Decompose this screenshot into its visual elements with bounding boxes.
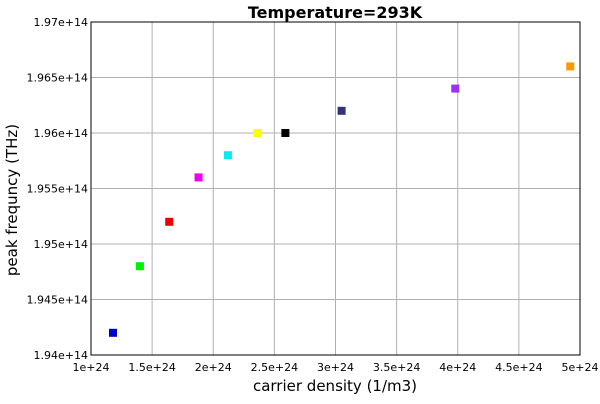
- x-tick-label: 5e+24: [562, 361, 599, 374]
- chart-title: Temperature=293K: [248, 3, 423, 22]
- y-tick-label: 1.94e+14: [34, 349, 88, 362]
- data-point: [451, 84, 460, 93]
- x-tick-label: 1.5e+24: [128, 361, 175, 374]
- x-tick-label: 3.5e+24: [373, 361, 420, 374]
- x-tick-label: 2.5e+24: [251, 361, 298, 374]
- x-axis-label: carrier density (1/m3): [253, 377, 417, 395]
- y-axis-label: peak frequncy (THz): [3, 124, 21, 276]
- x-tick-label: 4e+24: [439, 361, 476, 374]
- y-tick-label: 1.965e+14: [27, 72, 88, 85]
- data-point: [109, 328, 118, 337]
- data-point: [253, 129, 262, 137]
- data-point: [337, 106, 346, 115]
- data-point: [194, 173, 203, 182]
- data-point: [281, 129, 290, 137]
- x-tick-label: 2e+24: [195, 361, 232, 374]
- data-point: [566, 62, 575, 71]
- grid: [90, 21, 581, 356]
- x-tick-label: 1e+24: [73, 361, 110, 374]
- tick-labels: 1e+24 1.5e+24 2e+24 2.5e+24 3e+24 3.5e+24 4e+2…: [27, 16, 599, 374]
- x-tick-label: 4.5e+24: [495, 361, 542, 374]
- y-tick-label: 1.945e+14: [27, 294, 88, 307]
- data-points: [109, 62, 575, 337]
- data-point: [223, 151, 232, 160]
- y-tick-label: 1.96e+14: [34, 127, 88, 140]
- y-tick-label: 1.955e+14: [27, 183, 88, 196]
- y-tick-label: 1.95e+14: [34, 238, 88, 251]
- x-tick-label: 3e+24: [317, 361, 354, 374]
- data-point: [135, 262, 144, 271]
- plot-frame: [90, 21, 581, 356]
- data-point: [165, 217, 174, 226]
- y-tick-label: 1.97e+14: [34, 16, 88, 29]
